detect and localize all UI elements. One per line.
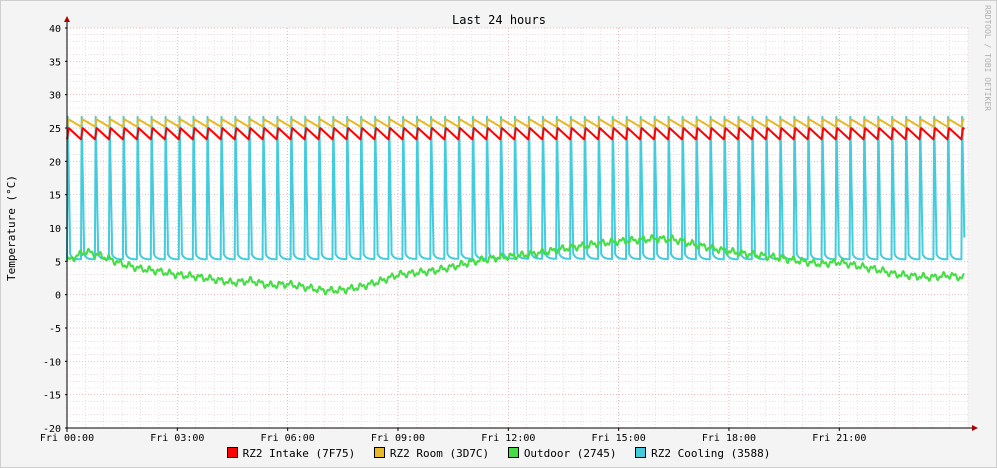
series-line-0 <box>66 127 966 141</box>
y-tick-label: 0 <box>55 291 61 302</box>
y-tick-label: -10 <box>43 357 61 368</box>
y-tick-label: 15 <box>49 191 61 202</box>
legend-swatch <box>226 446 238 458</box>
rrdtool-watermark: RRDTOOL / TOBI OETIKER <box>983 5 992 111</box>
legend-label: RZ2 Cooling (3588) <box>651 446 771 460</box>
legend-label: RZ2 Room (3D7C) <box>389 446 490 460</box>
y-tick-label: -5 <box>49 324 61 335</box>
legend-item: Outdoor (2745) <box>507 446 617 460</box>
x-axis-arrow <box>972 425 978 431</box>
series-line-2 <box>66 234 965 296</box>
x-tick-label: Fri 18:00 <box>702 433 756 444</box>
major-grid <box>66 27 968 429</box>
chart-title: Last 24 hours <box>452 13 546 27</box>
x-tick-label: Fri 00:00 <box>40 433 94 444</box>
series-line-1 <box>66 118 966 128</box>
x-tick-label: Fri 21:00 <box>812 433 866 444</box>
legend-label: Outdoor (2745) <box>523 446 617 460</box>
x-tick-label: Fri 12:00 <box>481 433 535 444</box>
y-tick-label: -20 <box>43 424 61 435</box>
legend-item: RZ2 Cooling (3588) <box>635 446 771 460</box>
legend-swatch <box>373 446 385 458</box>
legend-item: RZ2 Room (3D7C) <box>373 446 490 460</box>
legend-item: RZ2 Intake (7F75) <box>226 446 356 460</box>
x-tick-label: Fri 09:00 <box>371 433 425 444</box>
tick-labels: -20 -15 -10 -5 0 5 10 15 20 25 30 35 40 Fri 00:00 Fri … <box>40 24 866 444</box>
x-tick-label: Fri 06:00 <box>261 433 315 444</box>
y-tick-label: 25 <box>49 124 61 135</box>
x-tick-label: Fri 15:00 <box>592 433 646 444</box>
y-tick-label: 40 <box>49 24 61 35</box>
axes <box>64 16 978 432</box>
series-layer <box>66 115 966 296</box>
legend-swatch <box>635 446 647 458</box>
y-tick-label: 5 <box>55 257 61 268</box>
x-tick-label: Fri 03:00 <box>150 433 204 444</box>
y-tick-label: 20 <box>49 157 61 168</box>
y-tick-label: 10 <box>49 224 61 235</box>
legend-swatch <box>507 446 519 458</box>
legend-label: RZ2 Intake (7F75) <box>242 446 356 460</box>
y-axis-arrow <box>64 16 70 22</box>
legend: RZ2 Intake (7F75) RZ2 Room (3D7C) Outdoo… <box>0 446 997 460</box>
y-tick-label: 35 <box>49 57 61 68</box>
series-line-3 <box>66 115 966 261</box>
y-tick-label: 30 <box>49 91 61 102</box>
y-axis-label: Temperature (°C) <box>5 175 18 281</box>
y-tick-label: -15 <box>43 391 61 402</box>
